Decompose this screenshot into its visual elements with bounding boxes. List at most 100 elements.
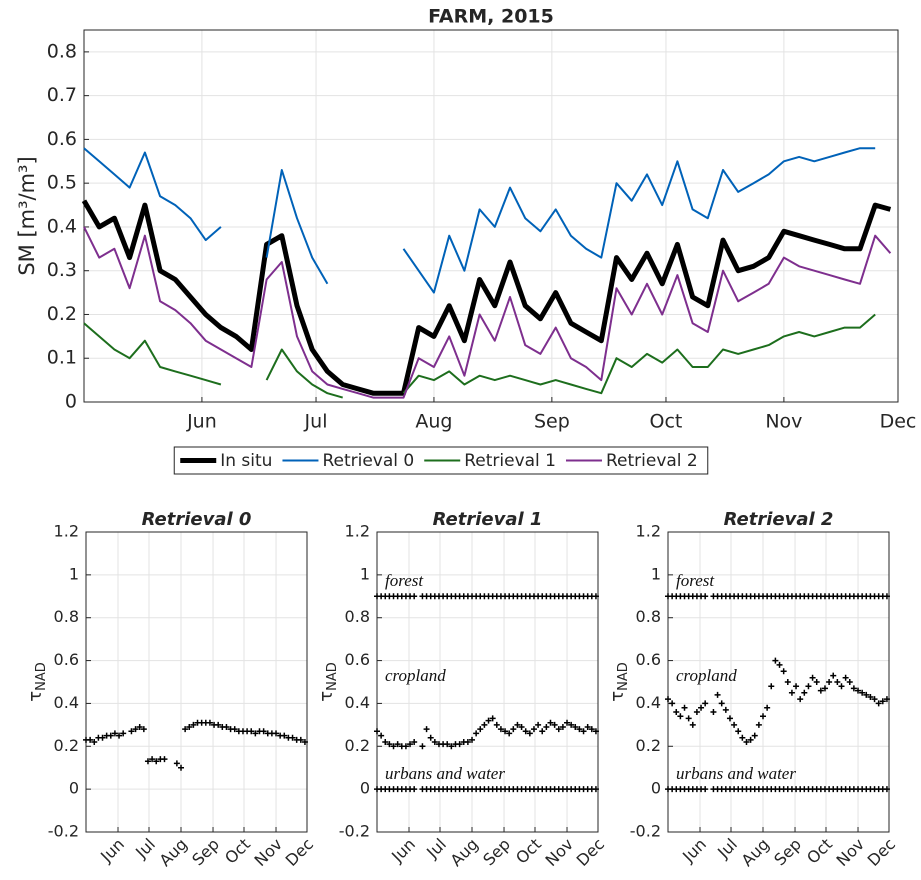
point [580, 728, 587, 735]
point [883, 786, 890, 793]
point [493, 721, 500, 728]
x-tick-label: Sep [188, 835, 223, 870]
point [747, 736, 754, 743]
point [153, 758, 160, 765]
point [702, 593, 709, 600]
y-tick-label: 0.2 [47, 303, 77, 325]
point [731, 721, 738, 728]
point [883, 593, 890, 600]
point [526, 730, 533, 737]
point [879, 698, 886, 705]
y-tick-label: 1.2 [54, 522, 79, 541]
y-axis-label-main: τ [316, 691, 337, 702]
annotation: cropland [385, 666, 446, 685]
x-tick-label: Jul [304, 411, 328, 433]
point [871, 696, 878, 703]
y-tick-label: 0.2 [54, 736, 79, 755]
point [547, 719, 554, 726]
point [685, 715, 692, 722]
y-axis-label: τNAD [25, 662, 49, 701]
point [883, 696, 890, 703]
point [801, 689, 808, 696]
point [289, 734, 296, 741]
point [378, 732, 385, 739]
y-tick-label: 0 [69, 779, 79, 798]
point [215, 721, 222, 728]
point [111, 730, 118, 737]
y-tick-label: -0.2 [630, 822, 661, 841]
point [419, 743, 426, 750]
point [855, 687, 862, 694]
annotation: urbans and water [385, 764, 505, 783]
point [514, 721, 521, 728]
point [464, 739, 471, 745]
point [485, 717, 492, 724]
point [817, 687, 824, 694]
axes-frame [83, 29, 899, 403]
point [559, 724, 566, 730]
y-axis-label-main: SM [m³/m³] [15, 156, 39, 275]
point [510, 726, 517, 733]
chart-title: Retrieval 0 [142, 509, 252, 530]
point [497, 726, 504, 733]
point [710, 709, 717, 715]
point [530, 726, 537, 733]
point [149, 756, 156, 763]
y-tick-label: 0.8 [47, 40, 77, 62]
point [506, 730, 513, 737]
x-tick-label: Jul [713, 835, 741, 863]
chart-panel: -0.2 0 0.2 0.4 0.6 0.8 1 1.2 Jun JulAugSepOctNovD… [25, 509, 317, 870]
y-tick-label: 1 [69, 564, 79, 583]
point [186, 724, 193, 730]
point [551, 721, 558, 728]
point [178, 764, 185, 771]
y-tick-label: 0.6 [54, 650, 79, 669]
point [673, 709, 680, 715]
x-tick-label: Nov [765, 411, 802, 433]
annotation: forest [385, 571, 424, 590]
y-tick-label: 1.2 [636, 522, 661, 541]
point [838, 683, 845, 690]
y-axis-label-subscript: NAD [616, 662, 631, 691]
point [182, 726, 189, 733]
point [190, 721, 197, 728]
point [850, 685, 857, 692]
point [776, 661, 783, 668]
x-tick-label: Sep [770, 835, 805, 870]
point [543, 724, 550, 730]
y-axis-label: τNAD [607, 662, 631, 701]
y-tick-label: 1.2 [345, 522, 370, 541]
annotation: cropland [676, 666, 737, 685]
point [411, 739, 418, 745]
point [273, 730, 280, 737]
x-tick-label: Dec [880, 411, 917, 433]
chart-panel: -0.2 0 0.2 0.4 0.6 0.8 1 1.2 Jun JulAugSepOctNovD… [607, 509, 899, 870]
point [846, 679, 853, 685]
point [813, 679, 820, 685]
series-line [83, 147, 876, 294]
point [805, 683, 812, 690]
point [584, 724, 591, 730]
y-tick-label: 0.5 [47, 172, 77, 194]
point [764, 704, 771, 711]
point [564, 719, 571, 726]
y-tick-label: 0.3 [47, 259, 77, 281]
x-tick-label: Dec [573, 835, 608, 870]
y-tick-label: 0.2 [636, 736, 661, 755]
point [826, 679, 833, 685]
point [297, 736, 304, 743]
y-axis-label-subscript: NAD [325, 662, 340, 691]
point [718, 700, 725, 707]
x-tick-label: Sep [534, 411, 570, 433]
x-tick-label: Nov [833, 835, 869, 871]
y-tick-label: 0.4 [54, 693, 79, 712]
point [128, 728, 135, 735]
point [867, 694, 874, 700]
point [402, 743, 409, 750]
point [793, 683, 800, 690]
y-axis-label: SM [m³/m³] [15, 156, 39, 275]
point [411, 593, 418, 600]
x-tick-label: Oct [512, 835, 545, 868]
point [477, 726, 484, 733]
point [444, 741, 451, 748]
